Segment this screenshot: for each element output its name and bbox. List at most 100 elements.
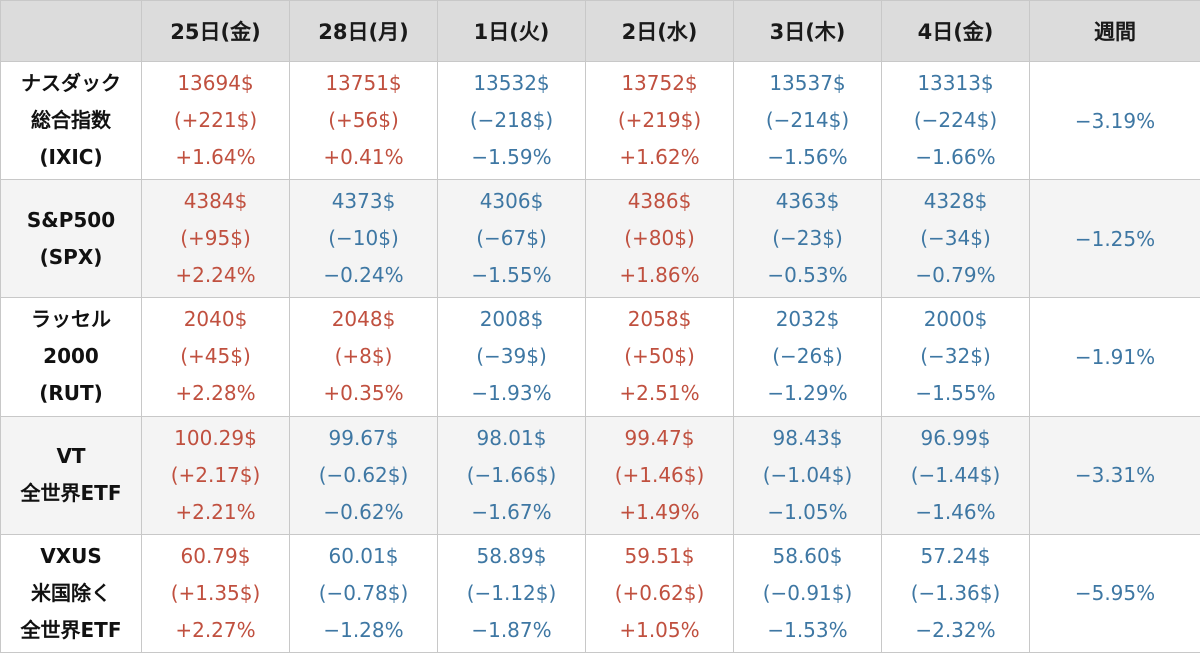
change-value: (−10$) xyxy=(328,226,399,251)
price-value: 4373$ xyxy=(331,189,396,214)
percent-change: −1.53% xyxy=(767,617,848,642)
change-value: (+219$) xyxy=(617,108,702,133)
header-corner xyxy=(0,0,142,62)
percent-change: −1.59% xyxy=(471,145,552,170)
price-value: 58.60$ xyxy=(772,543,843,568)
percent-change: −0.62% xyxy=(323,499,404,524)
price-value: 13532$ xyxy=(473,71,550,96)
percent-change: +2.51% xyxy=(619,381,700,406)
table-row: ナスダック 総合指数 (IXIC) 13694$ (+221$) +1.64% 13751$… xyxy=(0,60,1200,181)
index-name-line: 2000 xyxy=(43,344,99,369)
price-value: 2058$ xyxy=(627,307,692,332)
day-cell: 99.47$ (+1.46$) +1.49% xyxy=(585,415,734,535)
day-cell: 4386$ (+80$) +1.86% xyxy=(585,179,734,299)
price-value: 13751$ xyxy=(325,71,402,96)
table-row: S&P500 (SPX) 4384$ (+95$) +2.24% 4373$ (−10$) −… xyxy=(0,179,1200,299)
index-name: VT 全世界ETF xyxy=(0,415,142,535)
price-value: 98.43$ xyxy=(772,425,843,450)
change-value: (+0.62$) xyxy=(614,580,705,605)
index-name-line: 総合指数 xyxy=(31,108,111,133)
change-value: (+80$) xyxy=(624,226,695,251)
percent-change: −2.32% xyxy=(915,617,996,642)
price-value: 58.89$ xyxy=(476,543,547,568)
day-cell: 57.24$ (−1.36$) −2.32% xyxy=(881,533,1030,653)
price-value: 4328$ xyxy=(923,189,988,214)
day-cell: 2000$ (−32$) −1.55% xyxy=(881,297,1030,417)
change-value: (+1.35$) xyxy=(170,580,261,605)
price-value: 60.01$ xyxy=(328,543,399,568)
weekly-change: −5.95% xyxy=(1029,533,1200,653)
percent-change: −1.66% xyxy=(915,145,996,170)
table-body: ナスダック 総合指数 (IXIC) 13694$ (+221$) +1.64% 13751$… xyxy=(0,60,1200,653)
weekly-change: −3.31% xyxy=(1029,415,1200,535)
price-value: 100.29$ xyxy=(174,425,257,450)
header-day-3: 1日(火) xyxy=(437,0,586,62)
price-value: 13752$ xyxy=(621,71,698,96)
day-cell: 4306$ (−67$) −1.55% xyxy=(437,179,586,299)
day-cell: 13694$ (+221$) +1.64% xyxy=(141,60,290,181)
change-value: (+56$) xyxy=(328,108,399,133)
change-value: (−0.78$) xyxy=(318,580,409,605)
day-cell: 13537$ (−214$) −1.56% xyxy=(733,60,882,181)
percent-change: +1.05% xyxy=(619,617,700,642)
index-name-line: 全世界ETF xyxy=(20,617,122,642)
price-value: 13537$ xyxy=(769,71,846,96)
day-cell: 4384$ (+95$) +2.24% xyxy=(141,179,290,299)
price-value: 99.67$ xyxy=(328,425,399,450)
percent-change: +2.28% xyxy=(175,381,256,406)
header-day-5: 3日(木) xyxy=(733,0,882,62)
day-cell: 13532$ (−218$) −1.59% xyxy=(437,60,586,181)
change-value: (−26$) xyxy=(772,344,843,369)
percent-change: −1.29% xyxy=(767,381,848,406)
index-name-line: 全世界ETF xyxy=(20,481,122,506)
percent-change: −1.28% xyxy=(323,617,404,642)
percent-change: +1.49% xyxy=(619,499,700,524)
change-value: (−214$) xyxy=(765,108,850,133)
header-day-4: 2日(水) xyxy=(585,0,734,62)
change-value: (−23$) xyxy=(772,226,843,251)
index-name-line: (SPX) xyxy=(39,244,103,269)
day-cell: 99.67$ (−0.62$) −0.62% xyxy=(289,415,438,535)
weekly-change: −3.19% xyxy=(1029,60,1200,181)
price-value: 96.99$ xyxy=(920,425,991,450)
percent-change: +1.62% xyxy=(619,145,700,170)
percent-change: −1.05% xyxy=(767,499,848,524)
price-value: 2048$ xyxy=(331,307,396,332)
percent-change: −0.79% xyxy=(915,263,996,288)
percent-change: −1.56% xyxy=(767,145,848,170)
change-value: (+2.17$) xyxy=(170,462,261,487)
change-value: (+45$) xyxy=(180,344,251,369)
header-day-2: 28日(月) xyxy=(289,0,438,62)
price-value: 59.51$ xyxy=(624,543,695,568)
change-value: (+1.46$) xyxy=(614,462,705,487)
day-cell: 2058$ (+50$) +2.51% xyxy=(585,297,734,417)
change-value: (−0.62$) xyxy=(318,462,409,487)
index-name: ナスダック 総合指数 (IXIC) xyxy=(0,60,142,181)
day-cell: 96.99$ (−1.44$) −1.46% xyxy=(881,415,1030,535)
change-value: (−34$) xyxy=(920,226,991,251)
change-value: (+8$) xyxy=(334,344,393,369)
percent-change: −1.87% xyxy=(471,617,552,642)
price-value: 4363$ xyxy=(775,189,840,214)
price-value: 99.47$ xyxy=(624,425,695,450)
price-value: 2032$ xyxy=(775,307,840,332)
day-cell: 13313$ (−224$) −1.66% xyxy=(881,60,1030,181)
price-value: 57.24$ xyxy=(920,543,991,568)
change-value: (−39$) xyxy=(476,344,547,369)
change-value: (+221$) xyxy=(173,108,258,133)
day-cell: 100.29$ (+2.17$) +2.21% xyxy=(141,415,290,535)
day-cell: 4328$ (−34$) −0.79% xyxy=(881,179,1030,299)
percent-change: +1.64% xyxy=(175,145,256,170)
percent-change: −1.46% xyxy=(915,499,996,524)
day-cell: 59.51$ (+0.62$) +1.05% xyxy=(585,533,734,653)
index-name-line: VXUS xyxy=(40,543,102,568)
percent-change: −1.93% xyxy=(471,381,552,406)
day-cell: 4373$ (−10$) −0.24% xyxy=(289,179,438,299)
change-value: (−1.36$) xyxy=(910,580,1001,605)
percent-change: +2.24% xyxy=(175,263,256,288)
index-name-line: VT xyxy=(56,444,86,469)
percent-change: +0.41% xyxy=(323,145,404,170)
percent-change: +1.86% xyxy=(619,263,700,288)
header-weekly: 週間 xyxy=(1029,0,1200,62)
